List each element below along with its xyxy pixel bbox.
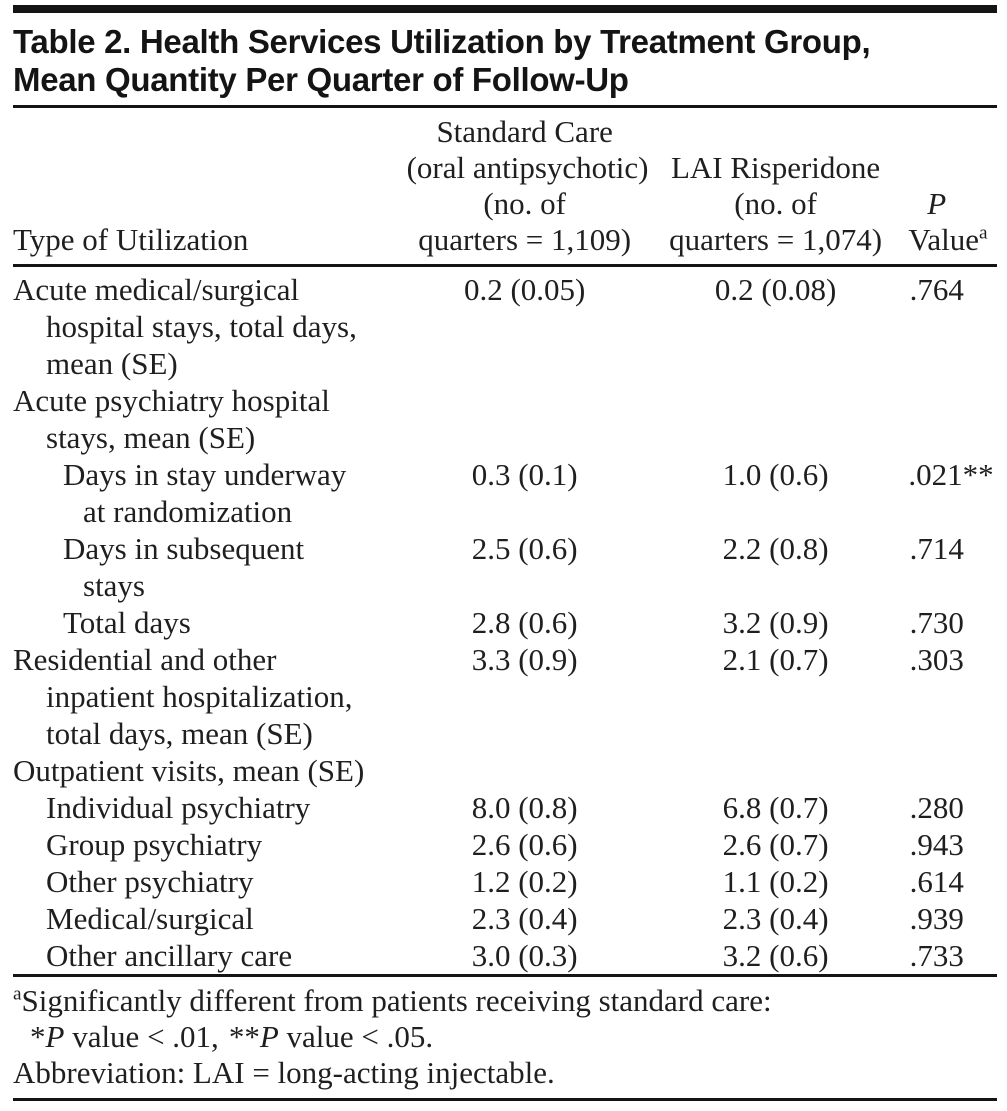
table-top-bar bbox=[13, 5, 997, 13]
p-value: .733 bbox=[908, 937, 997, 977]
row-label: Outpatient visits, mean (SE) bbox=[13, 752, 407, 789]
row-label-line: total days, mean (SE) bbox=[46, 716, 313, 751]
row-label-line: Group psychiatry bbox=[46, 827, 263, 862]
table-row: Days in subsequent stays 2.5 (0.6) 2.2 (0.8… bbox=[13, 530, 997, 604]
lai-risperidone-value: 6.8 (0.7) bbox=[722, 790, 829, 825]
table-header-row: Type of Utilization Standard Care (oral … bbox=[13, 108, 997, 267]
row-label-line: Total days bbox=[63, 605, 191, 640]
p-value: .939 bbox=[909, 901, 964, 936]
row-label: Other ancillary care bbox=[13, 937, 407, 977]
row-label: Days in subsequent stays bbox=[13, 530, 407, 604]
lai-risperidone-value: 2.6 (0.7) bbox=[722, 827, 829, 862]
row-label: Days in stay underway at randomization bbox=[13, 456, 407, 530]
table-row: Outpatient visits, mean (SE) bbox=[13, 752, 997, 789]
lai-risperidone-value bbox=[643, 382, 909, 456]
lai-risperidone-value bbox=[643, 752, 909, 789]
header-p-value: P Valuea bbox=[908, 108, 997, 267]
table-title-line-1: Table 2. Health Services Utilization by … bbox=[13, 23, 871, 60]
table-row: Group psychiatry 2.6 (0.6) 2.6 (0.7) .943 bbox=[13, 826, 997, 863]
bottom-rule bbox=[13, 1098, 997, 1101]
lai-risperidone-value: 2.2 (0.8) bbox=[722, 531, 829, 566]
row-label-line: Outpatient visits, mean (SE) bbox=[13, 753, 365, 788]
row-label-line: Other psychiatry bbox=[46, 864, 254, 899]
lai-risperidone-value: 3.2 (0.6) bbox=[642, 937, 909, 977]
row-label: Total days bbox=[13, 604, 407, 641]
table-row: Total days 2.8 (0.6) 3.2 (0.9) .730 bbox=[13, 604, 997, 641]
row-label: Acute medical/surgical hospital stays, to… bbox=[13, 266, 407, 383]
table-row: Days in stay underway at randomization 0.3… bbox=[13, 456, 997, 530]
p-value-footnote-marker: a bbox=[979, 222, 988, 244]
row-label-line: Individual psychiatry bbox=[46, 790, 311, 825]
row-label-line: Days in subsequent bbox=[63, 531, 305, 566]
p-value bbox=[908, 382, 997, 456]
table-title-line-2: Mean Quantity Per Quarter of Follow-Up bbox=[13, 61, 629, 98]
p-value: .303 bbox=[909, 642, 964, 677]
table-body: Acute medical/surgical hospital stays, to… bbox=[13, 266, 997, 977]
header-standard-care: Standard Care (oral antipsychotic) (no. … bbox=[406, 108, 648, 267]
standard-care-value bbox=[407, 752, 643, 789]
footnote-abbreviation: Abbreviation: LAI = long-acting injectab… bbox=[13, 1055, 555, 1090]
row-label-line: stays, mean (SE) bbox=[46, 420, 256, 455]
standard-care-value: 3.3 (0.9) bbox=[471, 642, 578, 677]
header-lai-risperidone: LAI Risperidone (no. of quarters = 1,074… bbox=[642, 108, 909, 267]
footnotes: aSignificantly different from patients r… bbox=[13, 983, 997, 1091]
standard-care-value: 1.2 (0.2) bbox=[471, 864, 578, 899]
p-value: .614 bbox=[909, 864, 964, 899]
row-label-line: mean (SE) bbox=[46, 346, 178, 381]
row-label-line: Residential and other bbox=[13, 642, 277, 677]
table-row: Residential and other inpatient hospitali… bbox=[13, 641, 997, 752]
lai-risperidone-value: 0.2 (0.08) bbox=[714, 272, 837, 307]
title-rule bbox=[13, 105, 997, 108]
p-value: .021** bbox=[908, 457, 994, 492]
table-title: Table 2. Health Services Utilization by … bbox=[13, 23, 997, 99]
row-label: Other psychiatry bbox=[13, 863, 407, 900]
row-label-line: Other ancillary care bbox=[46, 938, 293, 973]
header-type-of-utilization: Type of Utilization bbox=[13, 108, 407, 267]
row-label: Acute psychiatry hospital stays, mean (SE… bbox=[13, 382, 407, 456]
row-label: Residential and other inpatient hospitali… bbox=[13, 641, 407, 752]
footnote-significance-thresholds: *P value < .01, **P value < .05. bbox=[30, 1019, 434, 1054]
lai-risperidone-value: 3.2 (0.9) bbox=[722, 605, 829, 640]
p-value: .943 bbox=[909, 827, 964, 862]
lai-risperidone-value: 1.1 (0.2) bbox=[722, 864, 829, 899]
row-label-line: inpatient hospitalization, bbox=[46, 679, 353, 714]
standard-care-value: 2.5 (0.6) bbox=[471, 531, 578, 566]
row-label-line: Days in stay underway bbox=[63, 457, 347, 492]
row-label: Medical/surgical bbox=[13, 900, 407, 937]
p-value: .280 bbox=[909, 790, 964, 825]
lai-risperidone-value: 1.0 (0.6) bbox=[722, 457, 829, 492]
standard-care-value: 3.0 (0.3) bbox=[406, 937, 643, 977]
p-value: .764 bbox=[909, 272, 964, 307]
row-label-line: Acute medical/surgical bbox=[13, 272, 300, 307]
standard-care-value: 0.3 (0.1) bbox=[471, 457, 578, 492]
standard-care-value: 2.8 (0.6) bbox=[471, 605, 578, 640]
standard-care-value: 2.3 (0.4) bbox=[471, 901, 578, 936]
row-label-line: Acute psychiatry hospital bbox=[13, 383, 330, 418]
standard-care-value bbox=[407, 382, 643, 456]
standard-care-value: 8.0 (0.8) bbox=[471, 790, 578, 825]
p-value bbox=[908, 752, 997, 789]
table-row: Medical/surgical 2.3 (0.4) 2.3 (0.4) .939 bbox=[13, 900, 997, 937]
lai-risperidone-value: 2.1 (0.7) bbox=[722, 642, 829, 677]
p-value: .714 bbox=[909, 531, 964, 566]
table-row: Acute psychiatry hospital stays, mean (SE… bbox=[13, 382, 997, 456]
row-label-line: stays bbox=[83, 568, 145, 603]
row-label-line: Medical/surgical bbox=[46, 901, 254, 936]
row-label: Individual psychiatry bbox=[13, 789, 407, 826]
p-value: .730 bbox=[909, 605, 964, 640]
standard-care-value: 0.2 (0.05) bbox=[463, 272, 586, 307]
table-row: Other psychiatry 1.2 (0.2) 1.1 (0.2) .614 bbox=[13, 863, 997, 900]
utilization-table: Type of Utilization Standard Care (oral … bbox=[13, 108, 997, 977]
lai-risperidone-value: 2.3 (0.4) bbox=[722, 901, 829, 936]
table-row: Other ancillary care 3.0 (0.3) 3.2 (0.6) .7… bbox=[13, 937, 997, 977]
standard-care-value: 2.6 (0.6) bbox=[471, 827, 578, 862]
table-row: Acute medical/surgical hospital stays, to… bbox=[13, 266, 997, 383]
footnote-significance: aSignificantly different from patients r… bbox=[13, 983, 772, 1018]
row-label: Group psychiatry bbox=[13, 826, 407, 863]
row-label-line: hospital stays, total days, bbox=[46, 309, 357, 344]
table-row: Individual psychiatry 8.0 (0.8) 6.8 (0.7).… bbox=[13, 789, 997, 826]
row-label-line: at randomization bbox=[83, 494, 293, 529]
